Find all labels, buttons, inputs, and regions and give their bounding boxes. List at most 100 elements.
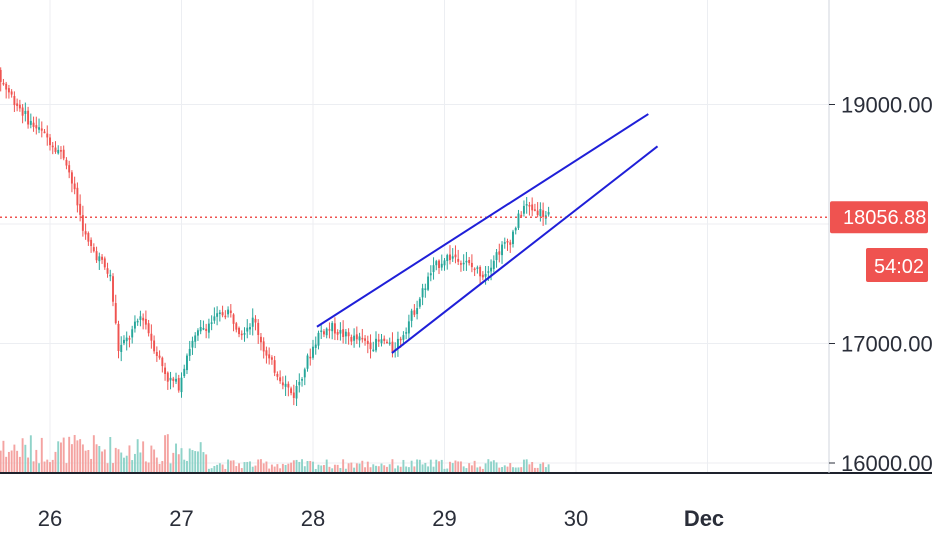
volume-bar	[169, 463, 172, 472]
volume-bar	[375, 465, 377, 472]
candle-body	[43, 131, 46, 134]
volume-bar	[229, 460, 232, 472]
candle-body	[0, 69, 2, 82]
volume-bar	[353, 467, 356, 472]
candle-body	[249, 327, 251, 330]
candle-body	[347, 332, 350, 337]
volume-bar	[331, 468, 334, 472]
candle-body	[303, 369, 306, 378]
volume-bar	[5, 456, 8, 472]
candle-body	[399, 338, 402, 341]
volume-bar	[366, 461, 369, 472]
volume-bar	[440, 459, 443, 472]
volume-bar	[470, 465, 473, 472]
volume-bar	[410, 460, 413, 472]
time-axis[interactable]: 26 27 28 29 30 Dec	[38, 506, 724, 531]
date-label: 27	[169, 506, 193, 531]
candle-body	[265, 350, 268, 356]
volume-bar	[429, 459, 432, 472]
price-tick-label: 16000.00	[841, 451, 932, 476]
candle-body	[216, 313, 219, 317]
volume-bar	[221, 464, 224, 472]
date-label: 26	[38, 506, 62, 531]
volume-bar	[262, 463, 265, 472]
volume-bar	[418, 459, 421, 472]
volume-bar	[449, 461, 451, 472]
candle-body	[427, 276, 430, 290]
candle-body	[106, 268, 109, 274]
candle-body	[372, 349, 375, 352]
trendline-lower[interactable]	[391, 145, 659, 354]
candle-body	[240, 333, 243, 336]
candle-body	[175, 378, 177, 382]
volume-bar	[131, 460, 134, 472]
candle-body	[229, 310, 232, 314]
candle-body	[292, 392, 295, 398]
volume-bar	[133, 453, 136, 472]
candle-body	[98, 256, 101, 262]
candle-body	[501, 244, 503, 256]
volume-bar	[396, 465, 399, 472]
candle-body	[32, 122, 35, 127]
candle-body	[90, 239, 93, 247]
volume-bar	[522, 459, 525, 472]
candle-body	[380, 339, 383, 344]
volume-bar	[76, 440, 79, 472]
volume-bar	[10, 450, 13, 472]
volume-bar	[443, 468, 446, 472]
volume-bar	[536, 467, 539, 472]
volume-bar	[301, 459, 304, 472]
volume-bar	[314, 468, 317, 472]
candle-body	[528, 205, 531, 207]
volume-bar	[38, 463, 41, 472]
candle-body	[314, 344, 317, 348]
candle-body	[84, 231, 87, 235]
volume-bar	[180, 448, 183, 472]
volume-bar	[528, 464, 531, 472]
volume-bar	[0, 450, 2, 472]
candle-body	[109, 274, 112, 277]
trendline-upper[interactable]	[316, 113, 649, 328]
volume-bar	[65, 463, 68, 472]
trendlines[interactable]	[316, 113, 659, 354]
candle-body	[339, 330, 342, 334]
volume-bar	[377, 466, 380, 472]
candle-body	[462, 262, 465, 265]
volume-bar	[501, 467, 503, 472]
volume-bar	[155, 457, 158, 472]
volume-bar	[473, 460, 476, 472]
volume-bar	[136, 439, 139, 472]
candle-body	[196, 330, 199, 336]
candle-body	[361, 337, 364, 340]
volume-bar	[254, 465, 257, 472]
price-axis[interactable]: 19000.00 17000.00 16000.00	[829, 93, 932, 477]
volume-bar	[199, 442, 202, 472]
candle-body	[188, 348, 191, 356]
current-price-label: 18056.88	[843, 207, 926, 229]
volume-bar	[59, 442, 62, 472]
volume-bar	[16, 450, 19, 472]
candle-body	[547, 212, 550, 215]
volume-bar	[498, 467, 501, 472]
candle-body	[5, 83, 8, 90]
candle-body	[459, 263, 462, 265]
volume-bar	[383, 465, 386, 472]
volume-bar	[98, 446, 101, 472]
volume-bar	[202, 452, 205, 472]
candle-body	[309, 356, 312, 359]
candle-body	[136, 320, 139, 323]
candle-body	[320, 330, 323, 333]
volume-bar	[457, 461, 460, 472]
volume-bar	[81, 444, 84, 472]
candle-body	[449, 254, 451, 261]
candle-body	[24, 110, 27, 114]
countdown-badge: 54:02	[866, 248, 928, 282]
candle-body	[506, 240, 509, 243]
price-tick-label: 19000.00	[841, 93, 932, 118]
candle-body	[440, 263, 443, 268]
volume-bar	[416, 459, 419, 472]
candle-body	[40, 128, 43, 131]
candle-body	[205, 328, 208, 331]
